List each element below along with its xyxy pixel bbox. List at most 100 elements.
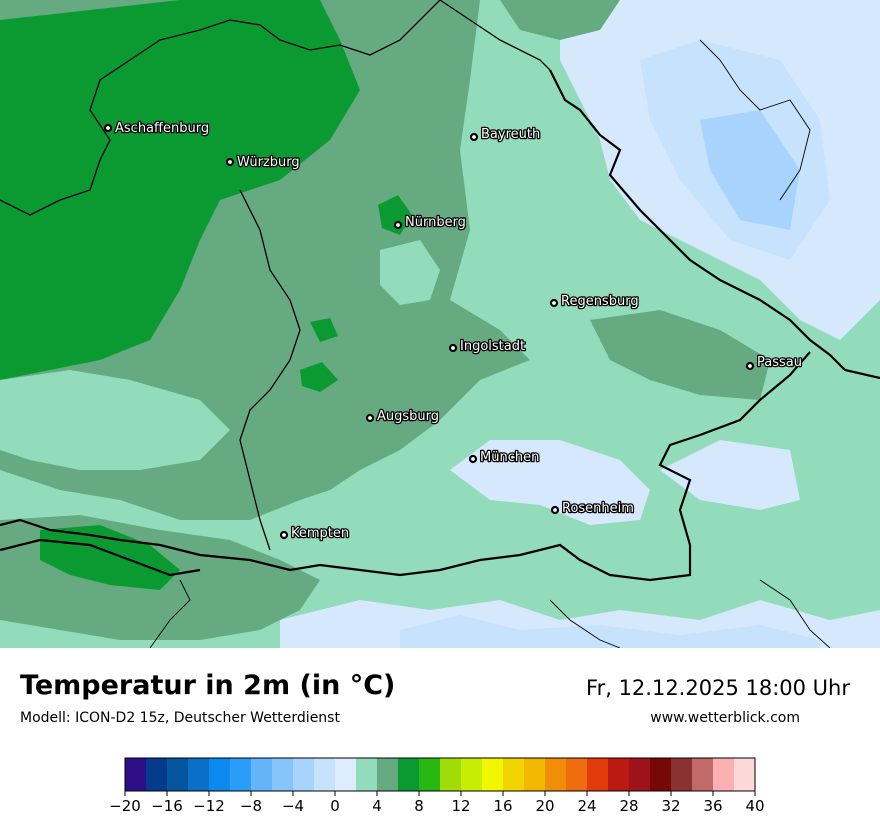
state-border-north [439,0,551,71]
legend-swatch [125,758,147,791]
legend-tick-label: −12 [193,797,225,815]
legend-swatch [545,758,567,791]
legend-swatch [167,758,189,791]
legend-swatch [440,758,462,791]
cold-zone-southeast [660,440,800,510]
city-label: Bayreuth [481,127,540,142]
legend-swatch [272,758,294,791]
city-nuernberg: Nürnberg [393,214,467,231]
city-rosenheim: Rosenheim [550,500,635,517]
city-kempten: Kempten [279,525,350,542]
city-label: Kempten [291,526,349,541]
warm-zone-nurnberg [378,195,412,235]
city-dot [549,298,559,308]
city-dot [448,343,458,353]
legend-swatch [587,758,609,791]
legend-swatch [608,758,630,791]
legend-swatch [146,758,168,791]
city-label: Augsburg [377,409,439,424]
legend-colorbar: −20 −16 −12 −8 −4 0 4 8 12 16 20 24 28 32 36 40 [109,757,765,815]
city-label: Passau [757,355,802,370]
legend-swatch [377,758,399,791]
legend-tick-label: −8 [240,797,262,815]
city-aschaffenburg: Aschaffenburg [103,120,210,137]
legend-tick-label: 8 [414,797,424,815]
city-passau: Passau [745,354,803,371]
legend-tick-label: 36 [703,797,722,815]
city-label: Rosenheim [562,501,634,516]
warm-zone-small-1 [300,362,338,392]
city-dot [365,413,375,423]
cool-patch-west [0,370,230,470]
city-label: Aschaffenburg [115,121,209,136]
forecast-datetime: Fr, 12.12.2025 18:00 Uhr [586,676,850,700]
legend-swatch [524,758,546,791]
state-border-bavaria-bw [239,189,301,551]
legend-tick-label: 12 [451,797,470,815]
legend-swatch [650,758,672,791]
legend-swatch [734,758,756,791]
city-dot [745,361,755,371]
region-border-3 [759,579,831,648]
city-ingolstadt: Ingolstadt [448,338,526,355]
city-muenchen: München [468,449,541,466]
warm-zone-northwest [0,0,360,380]
legend-swatch [398,758,420,791]
country-border-austria [0,351,811,582]
website-link[interactable]: www.wetterblick.com [650,710,800,726]
legend-tick-label: 16 [493,797,512,815]
cool-patch-center [380,240,440,305]
legend-tick-label: −20 [109,797,141,815]
temperature-map: Aschaffenburg Würzburg Bayreuth Nürnberg… [0,0,880,648]
legend-tick-label: 28 [619,797,638,815]
region-border-2 [549,599,621,648]
city-label: Regensburg [561,294,639,309]
city-bayreuth: Bayreuth [469,126,542,143]
legend-tick-label: 20 [535,797,554,815]
city-augsburg: Augsburg [365,408,440,425]
cold-zone-alps-2 [400,615,820,648]
legend-swatch [209,758,231,791]
city-label: Würzburg [237,155,300,170]
state-border-bavaria-west [0,0,441,216]
country-border [549,69,880,380]
city-wuerzburg: Würzburg [225,154,301,171]
mild-zone-east [590,310,770,400]
legend-tick-label: 40 [745,797,764,815]
legend-swatch [713,758,735,791]
city-dot [550,505,560,515]
legend-swatch [629,758,651,791]
warm-zone-southwest [40,525,180,590]
legend-swatch [293,758,315,791]
city-label: Ingolstadt [460,339,525,354]
model-source: Modell: ICON-D2 15z, Deutscher Wetterdie… [20,710,340,726]
legend-tick-label: 4 [372,797,382,815]
legend-tick-label: 0 [330,797,340,815]
city-dot [225,157,235,167]
legend-swatch [314,758,336,791]
city-dot [468,454,478,464]
mild-zone-north [500,0,620,40]
legend-tick-label: −4 [282,797,304,815]
legend-swatch [461,758,483,791]
country-border-bodensee [0,538,201,577]
legend-swatch [419,758,441,791]
city-label: München [480,450,539,465]
legend-swatch [503,758,525,791]
legend-swatch [335,758,357,791]
city-dot [103,123,113,133]
legend-swatch [692,758,714,791]
legend-swatch [671,758,693,791]
legend-swatch [188,758,210,791]
map-title: Temperatur in 2m (in °C) [20,670,396,701]
legend-tick-label: 32 [661,797,680,815]
color-legend: −20 −16 −12 −8 −4 0 4 8 12 16 20 24 28 32 36 40 [0,755,880,830]
region-border-4 [699,39,811,201]
city-regensburg: Regensburg [549,293,640,310]
region-border-1 [149,579,191,648]
legend-swatch [230,758,252,791]
city-label: Nürnberg [405,215,466,230]
legend-swatch [251,758,273,791]
legend-swatch [356,758,378,791]
legend-swatch [482,758,504,791]
